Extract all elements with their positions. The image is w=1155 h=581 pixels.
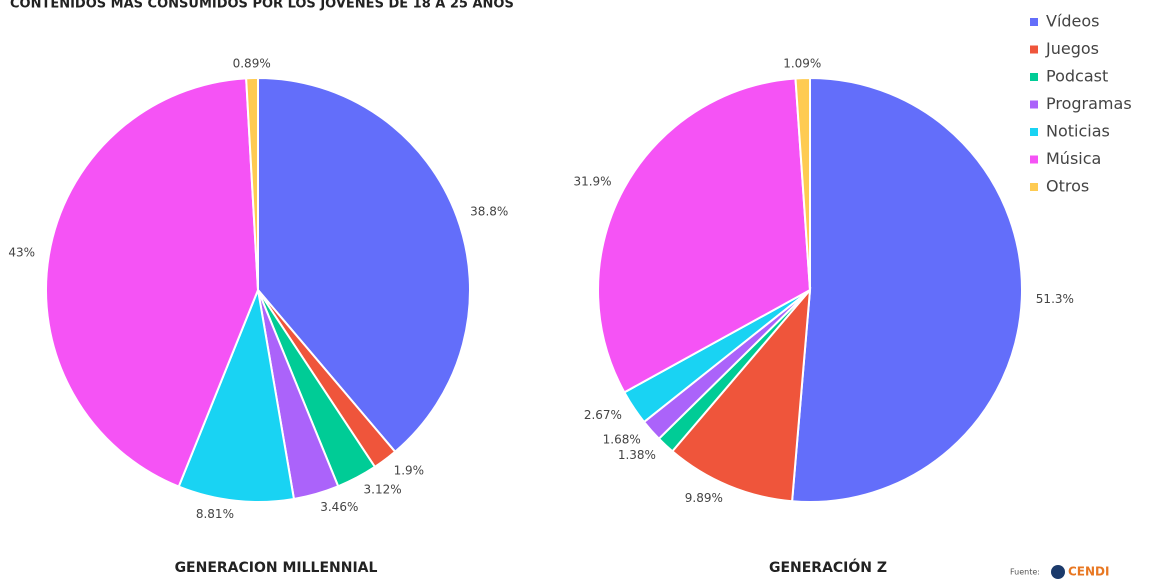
pie-slice xyxy=(45,77,260,488)
legend-swatch xyxy=(1030,100,1038,109)
slice-label: 3.46% xyxy=(320,500,358,514)
slice-label: 9.89% xyxy=(685,491,723,505)
source: Fuente: xyxy=(1010,568,1040,577)
legend-label: Juegos xyxy=(1045,39,1099,58)
pie-slice xyxy=(597,77,812,394)
slice-label: 1.09% xyxy=(783,57,821,71)
logo: CENDI xyxy=(1068,565,1109,579)
logo-icon xyxy=(1051,565,1065,579)
legend-swatch xyxy=(1030,155,1038,164)
legend-label: Música xyxy=(1046,149,1101,168)
slice-label: 3.12% xyxy=(364,482,402,496)
pie-slice xyxy=(257,76,471,454)
slice-label: 0.89% xyxy=(233,57,271,71)
pie-slice xyxy=(177,286,296,503)
legend-label: Vídeos xyxy=(1046,12,1100,31)
legend-swatch xyxy=(1030,18,1038,26)
legend-label: Otros xyxy=(1046,177,1089,196)
slice-label: 1.38% xyxy=(618,448,656,462)
pie-title: GENERACION MILLENNIAL xyxy=(175,560,378,576)
pie-slice xyxy=(245,76,259,291)
slice-label: 2.67% xyxy=(584,408,622,422)
pie-slice xyxy=(791,76,1023,503)
legend-label: Podcast xyxy=(1046,67,1108,86)
legend-swatch xyxy=(1030,73,1038,81)
pie-slice xyxy=(794,76,811,291)
slice-label: 38.8% xyxy=(470,205,508,219)
pie-slice xyxy=(670,286,812,503)
legend-label: Noticias xyxy=(1046,122,1110,141)
slice-label: 43% xyxy=(8,246,35,260)
page-title: CONTENIDOS MÁS CONSUMIDOS POR LOS JÓVENE… xyxy=(10,0,514,12)
slice-label: 8.81% xyxy=(196,507,234,521)
slice-label: 31.9% xyxy=(573,174,611,188)
legend-swatch xyxy=(1030,128,1038,136)
legend-swatch xyxy=(1030,45,1038,54)
legend-label: Programas xyxy=(1046,94,1132,113)
slice-label: 1.9% xyxy=(394,463,425,477)
legend-swatch xyxy=(1030,183,1038,191)
pie-title: GENERACIÓN Z xyxy=(769,558,887,576)
slice-label: 1.68% xyxy=(603,432,641,446)
slice-label: 51.3% xyxy=(1036,292,1074,306)
